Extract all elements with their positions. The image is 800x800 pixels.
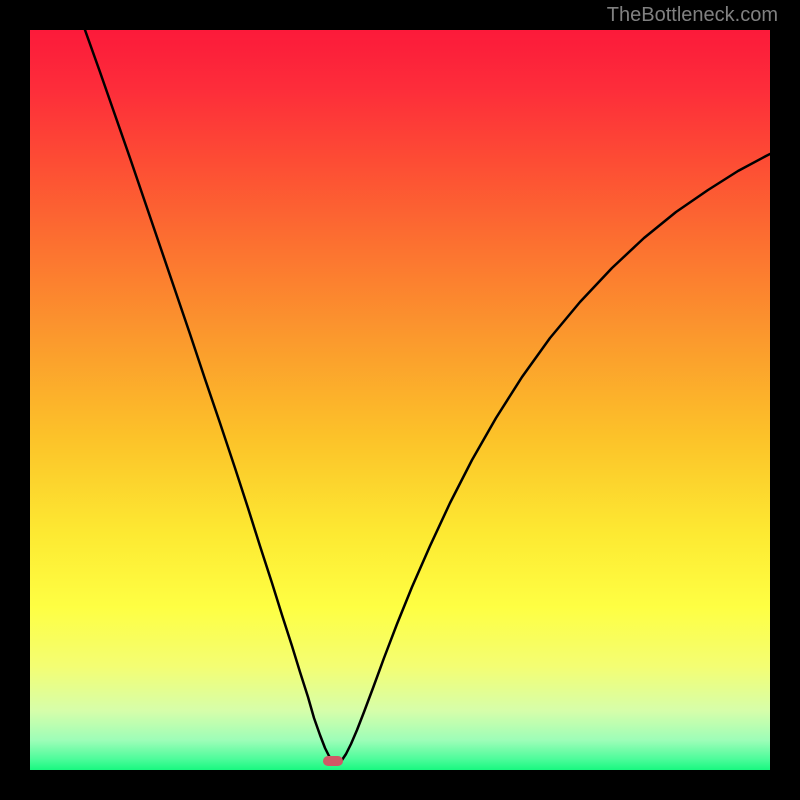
chart-container: TheBottleneck.com xyxy=(0,0,800,800)
watermark-text: TheBottleneck.com xyxy=(607,4,778,27)
optimal-marker xyxy=(323,756,343,766)
curve-path xyxy=(85,30,770,763)
bottleneck-curve xyxy=(30,30,770,770)
plot-area xyxy=(30,30,770,770)
